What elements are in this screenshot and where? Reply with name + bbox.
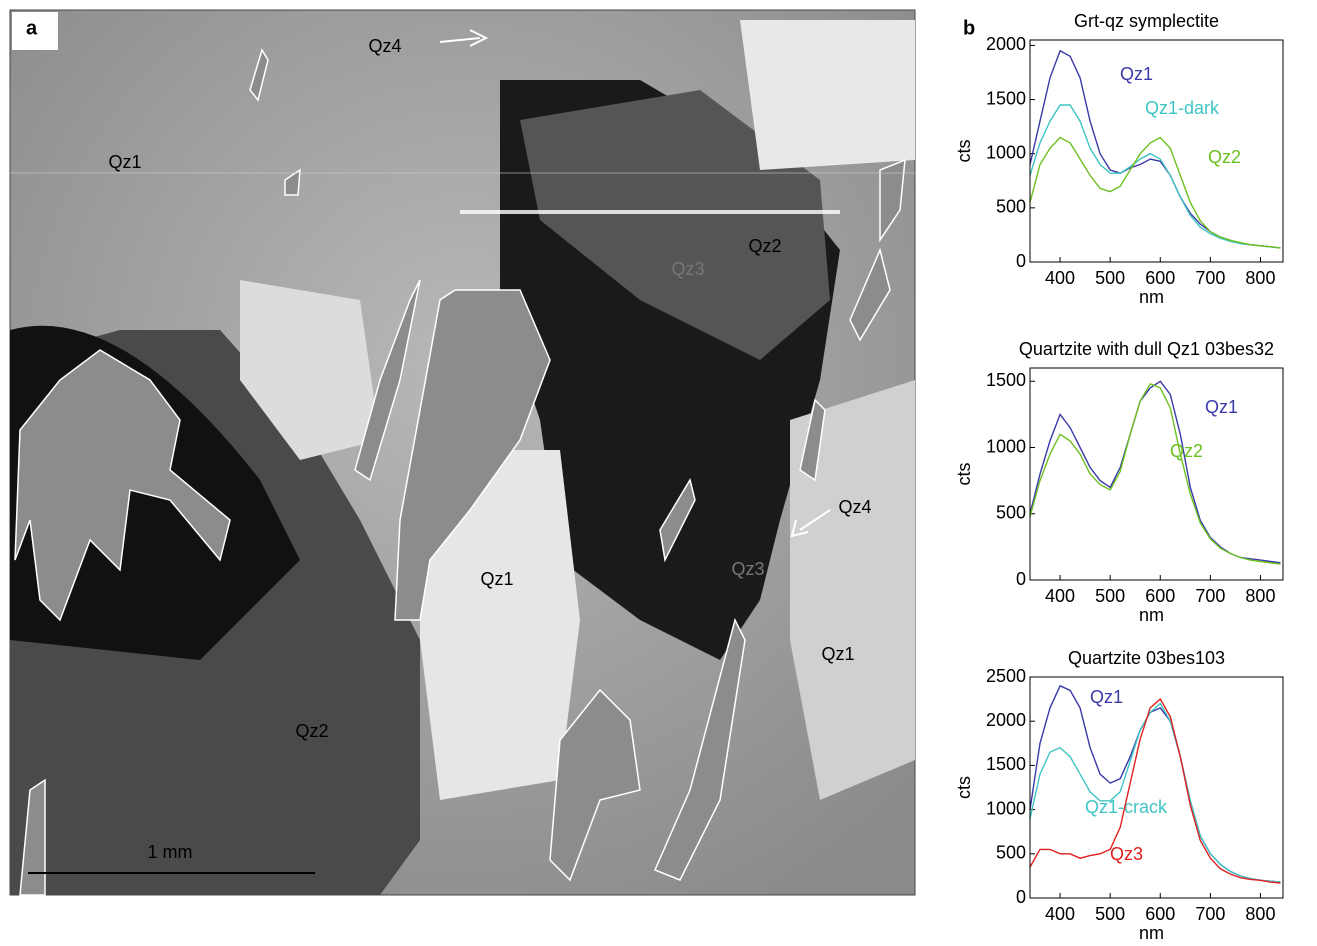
x-tick-label: 700 (1195, 268, 1225, 288)
y-tick-label: 1000 (986, 798, 1026, 818)
mineral-label: Qz3 (731, 559, 764, 579)
mineral-label: Qz2 (748, 236, 781, 256)
y-tick-label: 500 (996, 197, 1026, 217)
figure: a 1 mm b Qz4 Qz1 Qz3 Qz2 Qz4 Qz3 Qz1 Qz1 Qz2 Grt-… (0, 0, 1317, 946)
y-tick-label: 500 (996, 843, 1026, 863)
y-tick-label: 1500 (986, 88, 1026, 108)
bright-region (740, 20, 915, 170)
x-tick-label: 500 (1095, 904, 1125, 924)
x-axis-label: nm (1139, 287, 1164, 307)
y-axis-label: cts (954, 139, 974, 162)
x-tick-label: 600 (1145, 586, 1175, 606)
legend-label: Qz1 (1090, 687, 1123, 707)
y-tick-label: 1000 (986, 142, 1026, 162)
spectrum-line (1030, 699, 1281, 883)
spectrum-line (1030, 384, 1281, 564)
panel-label: a (26, 17, 38, 39)
y-tick-label: 1000 (986, 436, 1026, 456)
chart-title: Grt-qz symplectite (1074, 11, 1219, 31)
x-tick-label: 400 (1045, 268, 1075, 288)
legend-label: Qz2 (1170, 441, 1203, 461)
figure-svg: a 1 mm b Qz4 Qz1 Qz3 Qz2 Qz4 Qz3 Qz1 Qz1 Qz2 Grt-… (0, 0, 1317, 946)
legend-label: Qz1 (1205, 397, 1238, 417)
y-axis-label: cts (954, 776, 974, 799)
mineral-label: Qz3 (671, 259, 704, 279)
x-tick-label: 700 (1195, 586, 1225, 606)
x-tick-label: 400 (1045, 904, 1075, 924)
y-tick-label: 2000 (986, 710, 1026, 730)
y-tick-label: 500 (996, 503, 1026, 523)
panel-label: b (963, 17, 975, 39)
spectrum-line (1030, 105, 1281, 248)
y-tick-label: 1500 (986, 754, 1026, 774)
legend-label: Qz2 (1208, 147, 1241, 167)
x-axis-label: nm (1139, 923, 1164, 943)
mineral-label: Qz2 (295, 721, 328, 741)
mineral-label: Qz4 (838, 497, 871, 517)
y-tick-label: 2000 (986, 34, 1026, 54)
legend-label: Qz1-dark (1145, 98, 1220, 118)
spectrum-line (1030, 381, 1281, 563)
y-tick-label: 0 (1016, 887, 1026, 907)
chart-title: Quartzite with dull Qz1 03bes32 (1019, 339, 1274, 359)
x-tick-label: 800 (1245, 268, 1275, 288)
chart-title: Quartzite 03bes103 (1068, 648, 1225, 668)
scale-bar-label: 1 mm (148, 842, 193, 862)
legend-label: Qz3 (1110, 844, 1143, 864)
y-tick-label: 1500 (986, 370, 1026, 390)
mineral-label: Qz4 (368, 36, 401, 56)
mineral-label: Qz1 (480, 569, 513, 589)
x-tick-label: 600 (1145, 904, 1175, 924)
x-tick-label: 600 (1145, 268, 1175, 288)
x-tick-label: 400 (1045, 586, 1075, 606)
y-axis-label: cts (954, 462, 974, 485)
x-tick-label: 800 (1245, 586, 1275, 606)
y-tick-label: 0 (1016, 569, 1026, 589)
spectrum-line (1030, 138, 1281, 248)
plot-frame (1030, 40, 1283, 262)
spectrum-line (1030, 51, 1281, 248)
cl-image: a 1 mm (10, 10, 915, 895)
spectrum-line (1030, 686, 1281, 882)
x-tick-label: 500 (1095, 586, 1125, 606)
x-tick-label: 800 (1245, 904, 1275, 924)
mineral-label: Qz1 (821, 644, 854, 664)
legend-label: Qz1 (1120, 64, 1153, 84)
y-tick-label: 2500 (986, 666, 1026, 686)
plot-frame (1030, 368, 1283, 580)
spectrum-line (1030, 704, 1281, 883)
x-tick-label: 500 (1095, 268, 1125, 288)
x-axis-label: nm (1139, 605, 1164, 625)
y-tick-label: 0 (1016, 251, 1026, 271)
x-tick-label: 700 (1195, 904, 1225, 924)
mineral-label: Qz1 (108, 152, 141, 172)
